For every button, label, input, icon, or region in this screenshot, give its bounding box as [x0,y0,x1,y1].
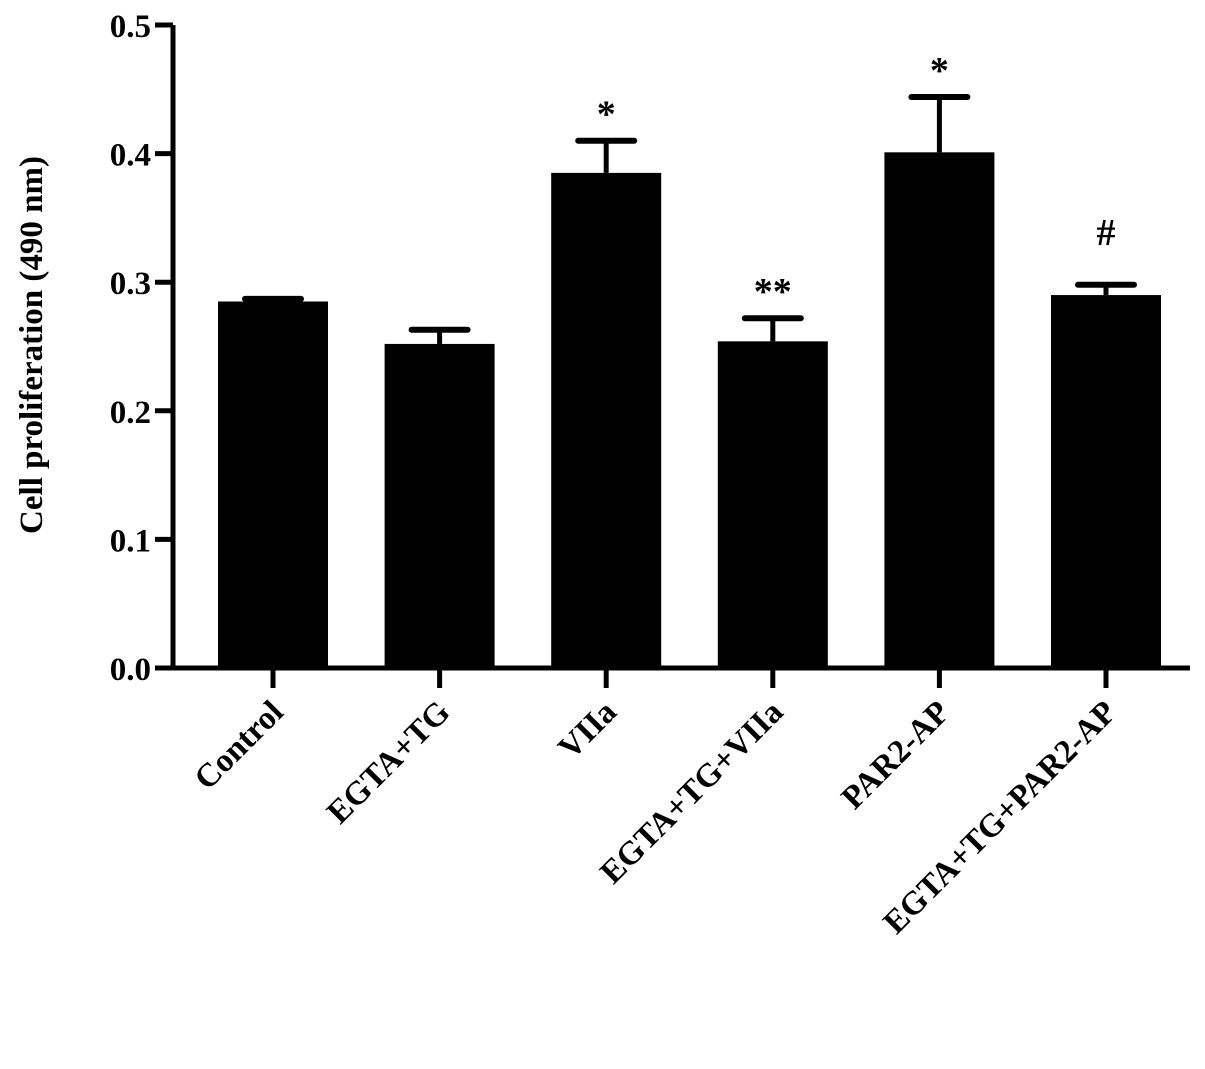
axes-layer [155,22,1190,688]
x-category-label-0: Control [188,694,291,797]
significance-label-5: # [1097,212,1116,254]
y-tick-label-0: 0.0 [110,652,151,688]
y-axis-title: Cell proliferation (490 nm) [14,156,50,534]
significance-label-4: * [930,50,949,92]
x-category-label-3: EGTA+TG+VIIa [594,694,791,891]
y-tick-label-2: 0.2 [110,395,151,431]
x-category-label-4: PAR2-AP [835,694,957,816]
bars-layer [218,94,1161,669]
bar-0 [218,301,328,668]
bar-5 [1051,295,1161,668]
bar-1 [384,343,495,668]
bar-3 [717,341,828,668]
y-tick-label-3: 0.3 [110,266,151,302]
bar-4 [884,152,995,669]
bar-2 [551,172,662,668]
y-tick-label-5: 0.5 [110,9,151,45]
significance-label-2: * [597,94,616,136]
significance-label-3: ** [754,271,792,313]
y-tick-label-4: 0.4 [110,138,151,174]
y-tick-label-1: 0.1 [110,523,151,559]
x-category-label-2: VIIa [552,694,624,766]
x-category-label-1: EGTA+TG [320,694,457,831]
